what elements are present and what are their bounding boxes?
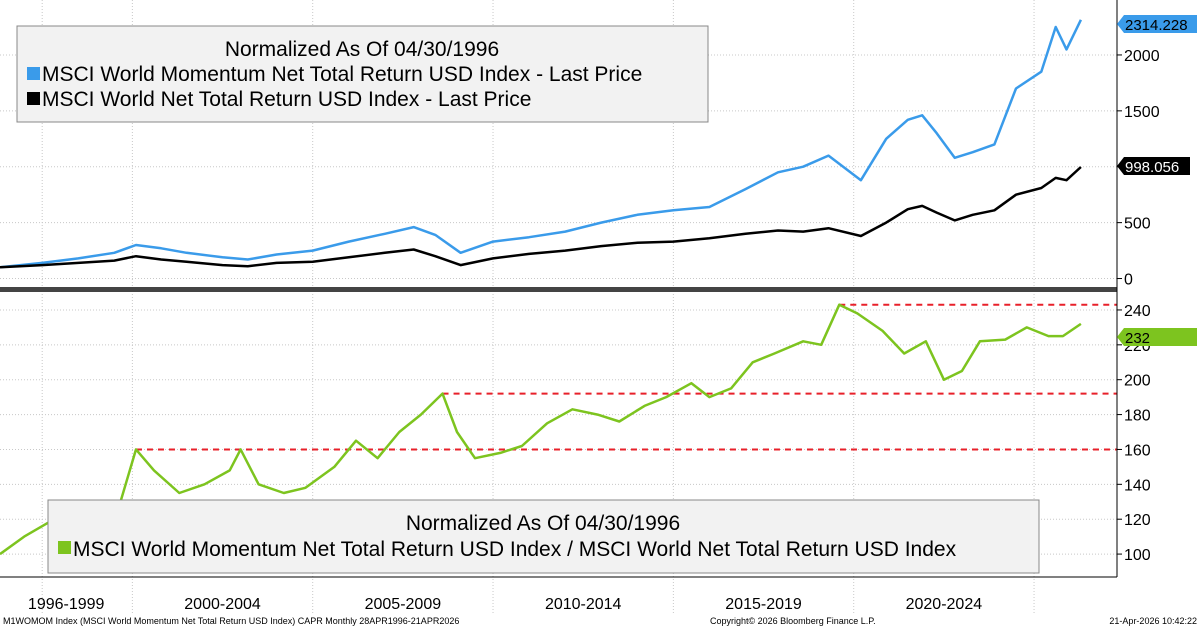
bottom-legend-swatch-ratio xyxy=(58,541,71,554)
badge-momentum-value: 2314.228 xyxy=(1125,17,1188,34)
top-legend-label-momentum: MSCI World Momentum Net Total Return USD… xyxy=(42,63,642,86)
x-period-label-2: 2005-2009 xyxy=(365,596,442,613)
y-tick-label-p1-0: 100 xyxy=(1124,547,1151,564)
y-tick-label-p1-5: 200 xyxy=(1124,373,1151,390)
badge-world-shape xyxy=(1117,157,1190,175)
top-legend-swatch-world xyxy=(27,92,40,105)
top-legend-swatch-momentum xyxy=(27,67,40,80)
top-legend-title: Normalized As Of 04/30/1996 xyxy=(225,38,499,61)
top-legend-box xyxy=(16,25,709,123)
y-tick-label-p1-2: 140 xyxy=(1124,477,1151,494)
panel-divider xyxy=(0,287,1117,292)
x-period-label-3: 2010-2014 xyxy=(545,596,622,613)
top-legend-label-world: MSCI World Net Total Return USD Index - … xyxy=(42,88,531,111)
y-tick-label-p0-4: 2000 xyxy=(1124,48,1160,65)
x-period-labels: 1996-1999 2000-2004 2005-2009 2010-2014 2015… xyxy=(28,596,982,613)
reference-lines xyxy=(135,303,1117,451)
badge-world-last: 998.056 xyxy=(1117,157,1190,176)
badge-ratio-last: 232 xyxy=(1117,328,1197,347)
x-period-label-0: 1996-1999 xyxy=(28,596,105,613)
y-tick-label-p1-3: 160 xyxy=(1124,442,1151,459)
series-line-p0-1 xyxy=(0,166,1082,269)
x-period-label-1: 2000-2004 xyxy=(184,596,261,613)
footer-timestamp: 21-Apr-2026 10:42:22 xyxy=(1109,616,1197,626)
y-tick-label-p1-1: 120 xyxy=(1124,512,1151,529)
y-tick-label-p0-1: 500 xyxy=(1124,216,1151,233)
badge-world-value: 998.056 xyxy=(1125,159,1179,176)
series-line-p0-0 xyxy=(0,19,1083,269)
footer-copyright: Copyright© 2026 Bloomberg Finance L.P. xyxy=(710,616,876,626)
badge-momentum-shape xyxy=(1117,15,1197,33)
y-tick-label-p1-7: 240 xyxy=(1124,303,1151,320)
series-line-p1-0 xyxy=(0,303,1082,556)
badge-ratio-shape xyxy=(1117,328,1197,346)
bottom-legend-title: Normalized As Of 04/30/1996 xyxy=(406,512,680,535)
series-lines xyxy=(0,19,1083,556)
y-tick-label-p1-4: 180 xyxy=(1124,408,1151,425)
bottom-legend-box xyxy=(47,499,1040,574)
x-period-label-4: 2015-2019 xyxy=(725,596,802,613)
footer-source: M1WOMOM Index (MSCI World Momentum Net T… xyxy=(3,616,459,626)
x-period-label-5: 2020-2024 xyxy=(906,596,983,613)
bottom-legend-label-ratio: MSCI World Momentum Net Total Return USD… xyxy=(73,538,957,561)
badge-ratio-value: 232 xyxy=(1125,330,1150,347)
badge-momentum-last: 2314.228 xyxy=(1117,15,1197,34)
y-tick-label-p0-0: 0 xyxy=(1124,272,1133,289)
bottom-legend: Normalized As Of 04/30/1996 MSCI World M… xyxy=(47,499,1040,574)
top-legend: Normalized As Of 04/30/1996 MSCI World M… xyxy=(16,25,709,123)
y-tick-label-p0-3: 1500 xyxy=(1124,104,1160,121)
